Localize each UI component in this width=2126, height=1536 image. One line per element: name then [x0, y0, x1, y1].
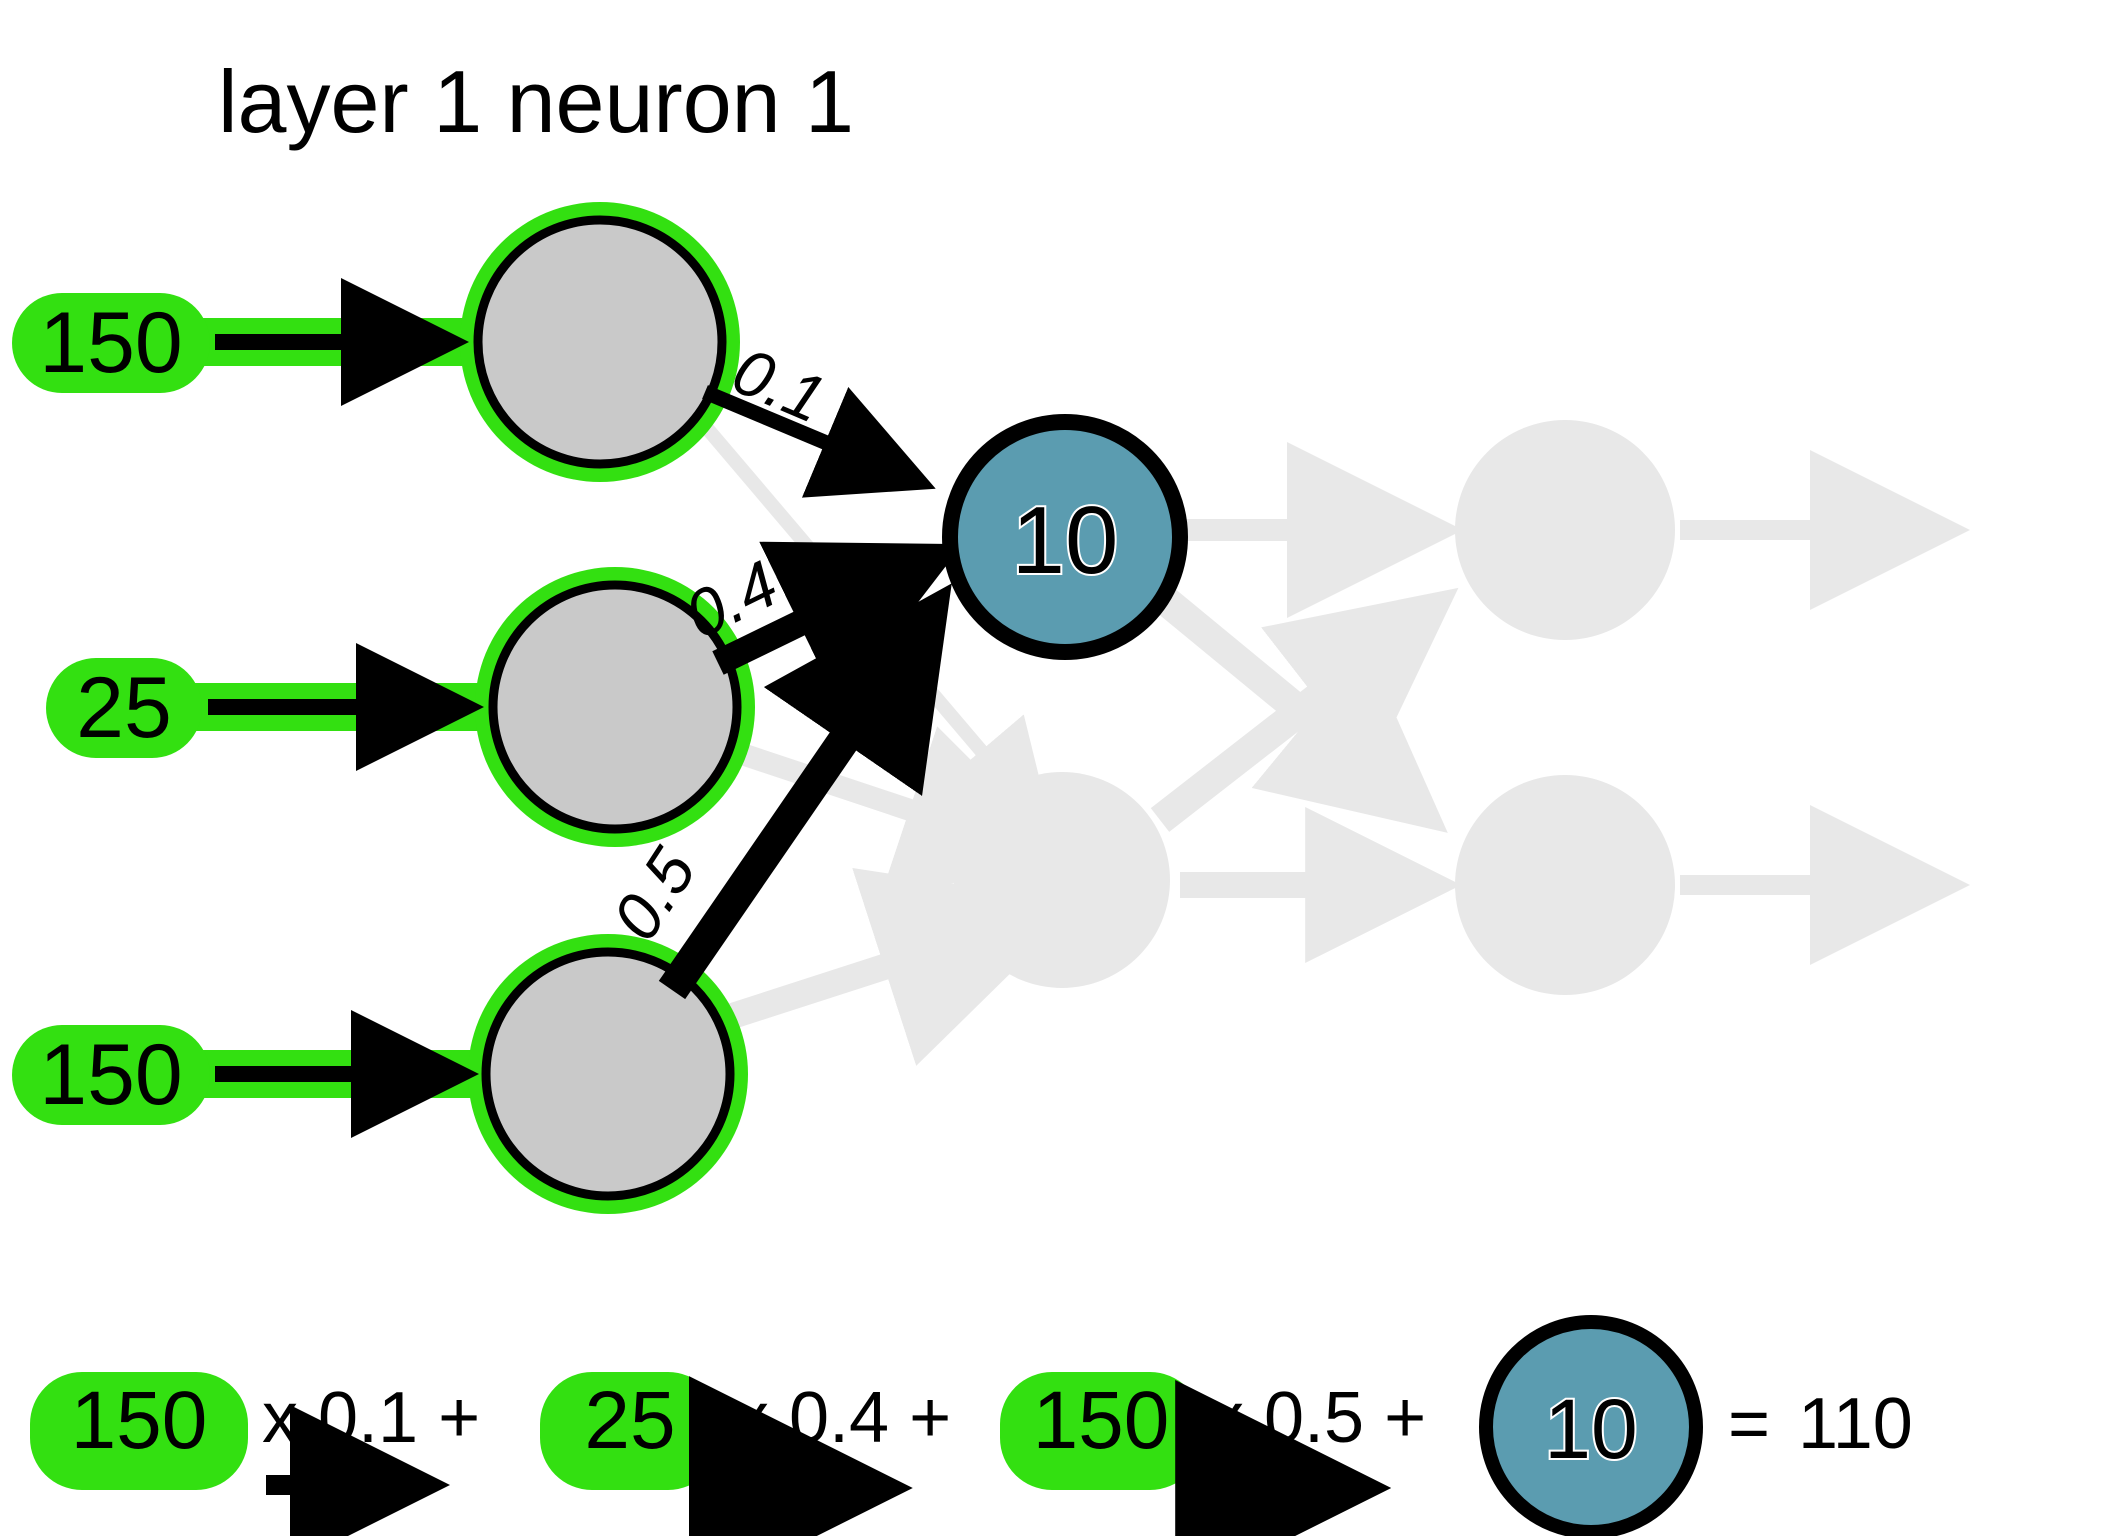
- equation-operator-3: x 0.5 +: [1208, 1378, 1426, 1458]
- input-neuron-1-circle: [473, 215, 727, 469]
- page-title: layer 1 neuron 1: [218, 52, 854, 151]
- equation-term-3: 150 x 0.5 +: [1000, 1372, 1426, 1536]
- input-badge-3[interactable]: 150: [12, 1025, 210, 1125]
- equation-bias-node[interactable]: 10: [1479, 1315, 1703, 1536]
- ghost-edge-c: [1150, 587, 1459, 832]
- weighted-edges: [658, 385, 963, 1000]
- ghost-neuron-layer1-2: [954, 772, 1170, 988]
- input-badge-1-pill: [12, 293, 210, 393]
- equation-badge-2-value: 25: [584, 1375, 675, 1466]
- input-badge-2-value: 25: [76, 660, 172, 756]
- equation-badge-1: [30, 1372, 248, 1490]
- active-neuron[interactable]: 10: [942, 414, 1188, 660]
- equation-badge-3: [1000, 1372, 1202, 1490]
- equation-badge-2: [540, 1372, 720, 1490]
- ghost-neuron-layer2-1: [1455, 420, 1675, 640]
- input-neuron-2[interactable]: [488, 580, 742, 834]
- equation-row: 150 x 0.1 + 25 x 0.4 + 150 x 0.5 +: [30, 1315, 1913, 1536]
- active-neuron-value: 10: [1012, 487, 1119, 594]
- input-badge-1[interactable]: 150: [12, 293, 210, 393]
- equation-result-value: 110: [1798, 1384, 1913, 1464]
- equation-operator-2: x 0.4 +: [733, 1378, 951, 1458]
- equation-bias-value: 10: [1544, 1382, 1637, 1476]
- equation-badge-3-value: 150: [1033, 1375, 1170, 1466]
- weight-edge-1: [702, 385, 936, 498]
- weight-edge-3: [658, 583, 952, 1000]
- equation-badge-1-value: 150: [71, 1375, 208, 1466]
- ghost-neuron-layer2-2: [1455, 775, 1675, 995]
- equation-operator-1: x 0.1 +: [262, 1378, 480, 1458]
- input-badge-1-value: 150: [39, 295, 183, 391]
- input-neuron-2-circle: [488, 580, 742, 834]
- input-neuron-3-circle: [481, 947, 735, 1201]
- equation-equals-sign: =: [1728, 1384, 1770, 1464]
- equation-bias-circle: [1479, 1315, 1703, 1536]
- input-badge-3-pill: [12, 1025, 210, 1125]
- ghost-layer: [694, 415, 1970, 1066]
- input-badge-3-value: 150: [39, 1027, 183, 1123]
- input-neuron-3[interactable]: [481, 947, 735, 1201]
- equation-term-2: 25 x 0.4 +: [540, 1372, 951, 1536]
- active-neuron-circle: [942, 414, 1188, 660]
- input-neuron-1[interactable]: [473, 215, 727, 469]
- input-badge-2-pill: [46, 658, 202, 758]
- equation-term-1: 150 x 0.1 +: [30, 1372, 480, 1536]
- input-arrows: [208, 278, 484, 1138]
- input-badge-2[interactable]: 25: [46, 658, 202, 758]
